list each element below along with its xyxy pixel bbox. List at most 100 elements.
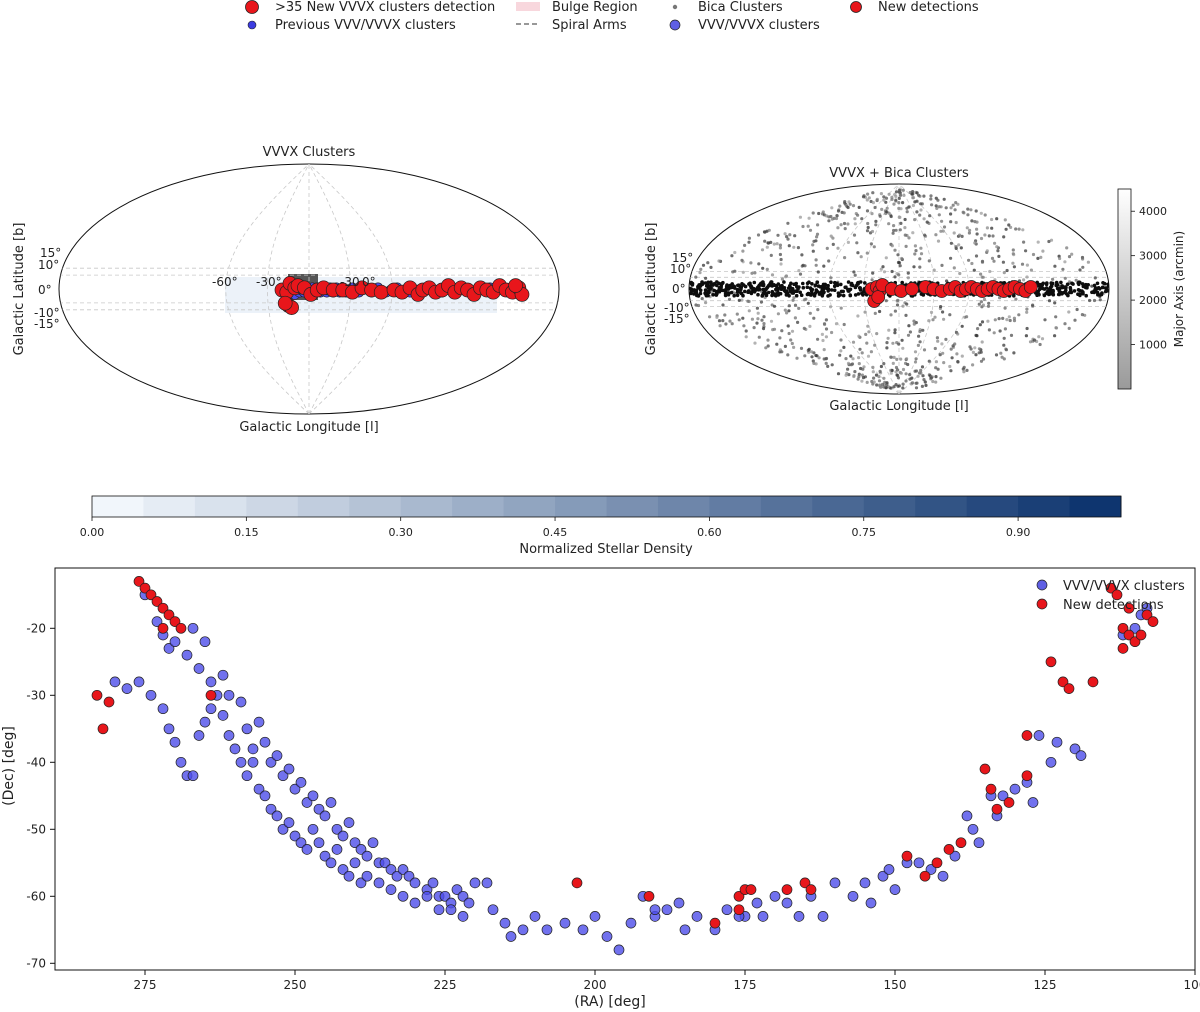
bica-plane-point <box>805 285 810 290</box>
vvv-cluster-point <box>997 790 1009 802</box>
bica-point <box>798 272 803 276</box>
bica-point <box>902 193 906 197</box>
vvv-cluster-point <box>205 703 217 715</box>
bica-point <box>1017 313 1021 317</box>
bica-plane-point <box>848 287 853 292</box>
vvv-cluster-point <box>289 783 301 795</box>
bica-point <box>810 350 814 354</box>
new-detection-point <box>919 870 931 882</box>
new-detection-point <box>571 877 583 889</box>
bica-point <box>848 202 852 206</box>
bica-point <box>979 350 983 354</box>
bica-point <box>1031 303 1035 307</box>
vvv-cluster-point <box>385 884 397 895</box>
bica-point <box>1053 264 1057 268</box>
bica-point <box>911 203 916 208</box>
bica-point <box>927 259 931 263</box>
vvv-cluster-point <box>301 844 313 855</box>
bica-point <box>762 315 766 319</box>
x-tick-label: 250 <box>284 978 307 992</box>
density-colorbar-band <box>246 496 299 517</box>
vvv-cluster-point <box>295 837 307 849</box>
bica-point <box>1007 223 1011 227</box>
bica-point <box>882 385 886 389</box>
bica-point <box>756 311 760 315</box>
bica-point <box>857 362 861 366</box>
bica-point <box>956 332 960 336</box>
legend-label-new-detections: New detections <box>878 0 979 15</box>
bica-plane-point <box>794 293 799 298</box>
new-detection-point <box>1147 616 1159 627</box>
bica-point <box>871 201 876 205</box>
bica-plane-point <box>846 280 851 284</box>
bica-plane-point <box>826 287 831 291</box>
bica-plane-point <box>774 292 778 297</box>
bica-point <box>904 313 908 317</box>
density-colorbar-band <box>760 496 813 517</box>
vvv-cluster-point <box>229 743 241 755</box>
bica-point <box>852 374 856 379</box>
bica-point <box>747 299 751 304</box>
bica-point <box>919 368 923 372</box>
bica-point <box>977 302 981 306</box>
bica-point <box>996 249 1000 253</box>
bica-point <box>944 337 948 341</box>
bica-point <box>838 353 842 357</box>
vvv-cluster-point <box>349 837 361 849</box>
bica-point <box>708 315 712 319</box>
density-colorbar-band <box>297 496 350 517</box>
vvv-cluster-point <box>253 783 265 795</box>
bica-plane-point <box>732 284 736 289</box>
bica-point <box>874 219 878 223</box>
bica-point <box>884 256 888 260</box>
bica-point <box>965 315 969 319</box>
bica-plane-point <box>980 280 984 285</box>
bica-plane-point <box>739 291 744 296</box>
bica-point <box>884 200 888 204</box>
vvv-cluster-point <box>163 723 175 735</box>
density-colorbar: 0.00 0.15 0.30 0.45 0.60 0.75 0.90 Normalized … <box>80 495 1122 557</box>
bica-point <box>784 275 788 279</box>
bica-plane-point <box>1045 281 1049 285</box>
bica-point <box>913 218 917 222</box>
bica-point <box>885 341 889 345</box>
bica-plane-point <box>735 293 740 298</box>
bica-plane-point <box>799 293 804 298</box>
bica-point <box>896 298 900 302</box>
vvv-cluster-point <box>1027 797 1039 808</box>
vvv-cluster-point <box>1075 750 1087 761</box>
vvv-cluster-point <box>865 897 877 909</box>
density-colorbar-band <box>606 496 659 517</box>
bica-point <box>772 304 777 308</box>
scatter-legend-red-label: New detections <box>1063 598 1164 613</box>
new-detection-point <box>139 582 151 594</box>
bica-point <box>853 217 857 221</box>
bica-point <box>882 270 887 274</box>
new-detection-point <box>1135 629 1147 641</box>
bica-point <box>852 270 856 274</box>
bica-point <box>733 250 737 255</box>
legend-marker-bulge-patch <box>516 2 540 11</box>
vvv-cluster-point <box>367 837 379 849</box>
bica-point <box>937 213 941 217</box>
new-detection-point <box>157 602 169 614</box>
bica-plane-point <box>826 294 830 298</box>
density-tick-label: 0.75 <box>852 526 877 539</box>
vvv-cluster-point <box>487 904 499 916</box>
bica-point <box>972 268 976 272</box>
bica-plane-point <box>782 280 786 284</box>
scatter-legend-red-marker <box>1036 598 1048 610</box>
bica-point <box>1003 306 1007 310</box>
bica-point <box>942 225 947 229</box>
bica-point <box>879 364 884 369</box>
bica-point <box>793 316 798 320</box>
vvv-cluster-point <box>283 763 295 775</box>
bica-plane-point <box>703 291 707 296</box>
bica-point <box>961 367 965 371</box>
vvv-cluster-point <box>397 864 409 875</box>
new-detection-point <box>931 857 943 869</box>
bica-plane-point <box>715 292 719 296</box>
bica-point <box>1012 265 1017 269</box>
graticule-lon-line <box>225 164 310 414</box>
right-lat-tick-m10: -10° <box>664 301 690 315</box>
